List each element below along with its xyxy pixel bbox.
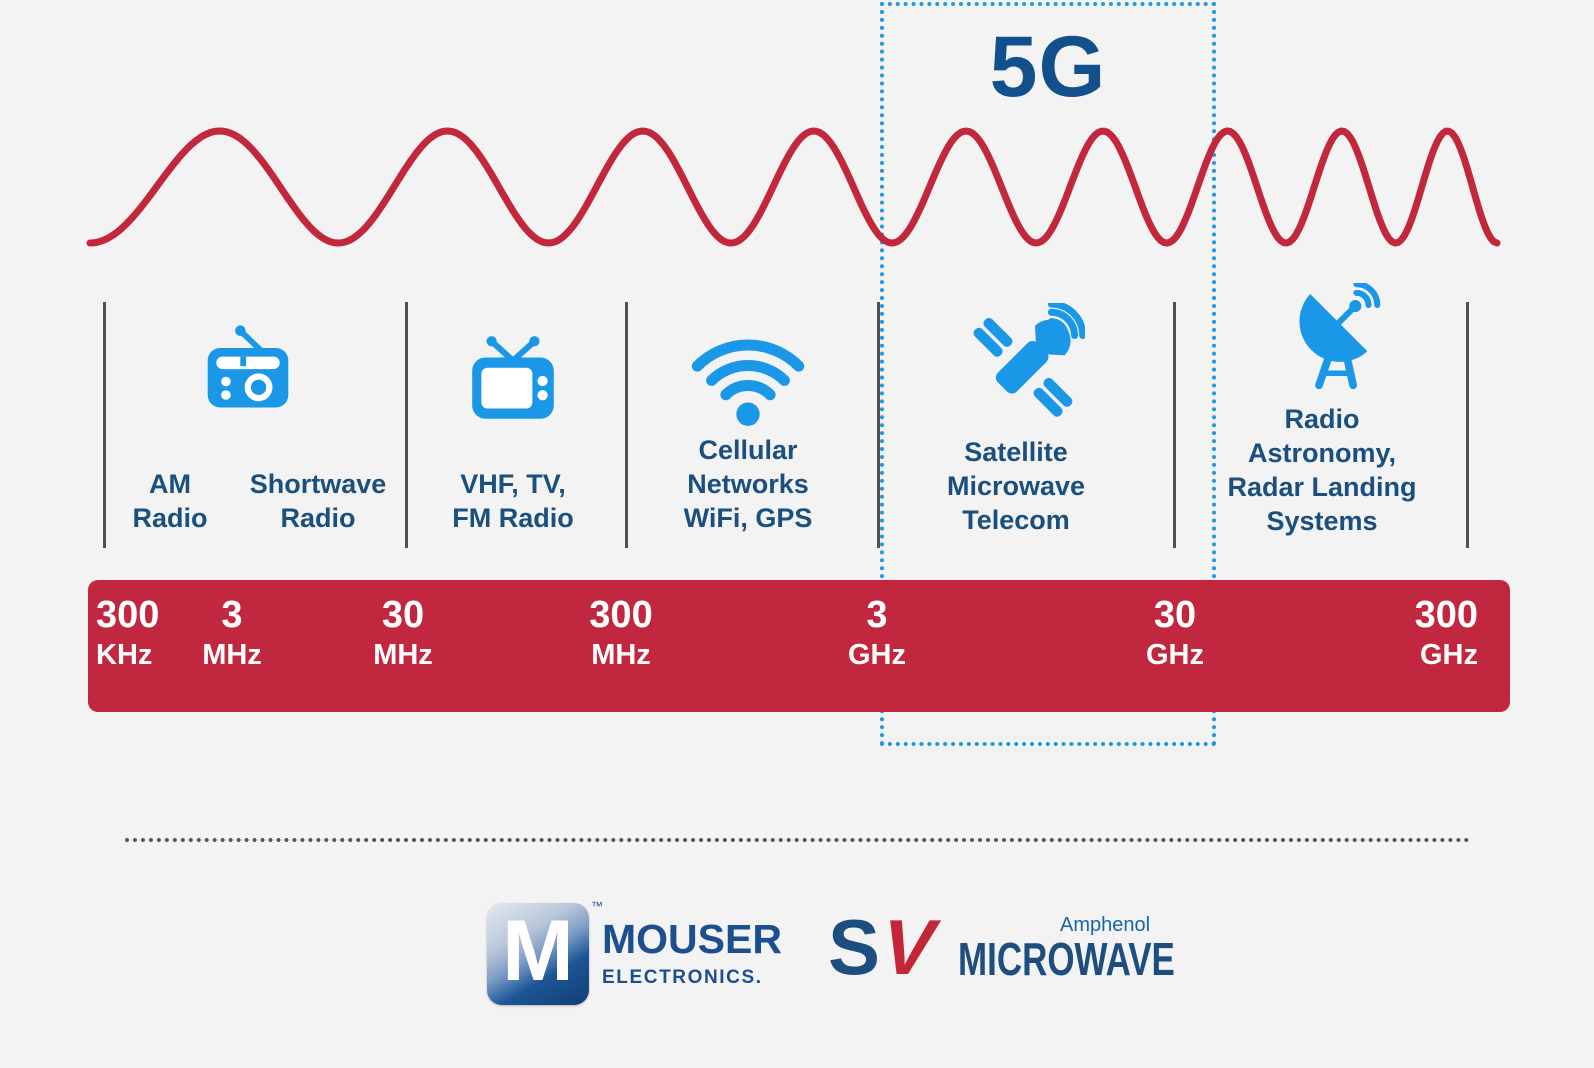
- scale-unit: MHz: [202, 639, 262, 671]
- label-line: Radio: [280, 503, 356, 533]
- frequency-wave: [86, 127, 1501, 247]
- scale-label-300mhz: 300 MHz: [589, 596, 652, 670]
- mouser-wordmark: MOUSER ELECTRONICS.: [602, 919, 782, 989]
- sv-logo-s: S: [828, 903, 881, 991]
- chirp-wave-path: [86, 127, 1501, 247]
- scale-value: 3: [221, 594, 243, 636]
- scale-label-300ghz: 300 GHz: [1415, 596, 1478, 670]
- 5g-highlight-box: [880, 2, 1216, 746]
- scale-value: 300: [1414, 594, 1478, 636]
- scale-label-30mhz: 30 MHz: [373, 596, 433, 670]
- sv-logo-v: V: [872, 903, 947, 991]
- trademark-symbol: ™: [591, 899, 603, 913]
- radio-telescope-icon: [1299, 283, 1381, 390]
- scale-unit: MHz: [591, 639, 651, 671]
- band-label-radio-astronomy: Radio Astronomy, Radar Landing Systems: [1227, 402, 1416, 538]
- footer-separator: [125, 838, 1470, 842]
- scale-unit: GHz: [848, 639, 906, 671]
- label-line: FM Radio: [452, 503, 574, 533]
- band-label-vhf-tv-fm: VHF, TV, FM Radio: [452, 467, 574, 535]
- scale-value: 30: [381, 594, 425, 636]
- mouser-m-mark: M ™: [487, 899, 603, 1005]
- mouser-monogram: M: [502, 903, 574, 999]
- label-line: Cellular: [698, 435, 798, 465]
- section-divider: [103, 302, 106, 548]
- frequency-scale-bar: [88, 580, 1510, 712]
- scale-value: 30: [1153, 594, 1197, 636]
- label-line: Radio: [1284, 404, 1360, 434]
- label-line: Satellite: [964, 437, 1068, 467]
- mouser-name: MOUSER: [602, 916, 782, 962]
- label-line: VHF, TV,: [460, 469, 566, 499]
- label-line: Microwave: [946, 471, 1086, 501]
- band-label-satellite: Satellite Microwave Telecom: [947, 435, 1085, 537]
- label-line: Radio: [132, 503, 208, 533]
- band-label-am-radio: AM Radio: [132, 467, 207, 535]
- tv-icon: [472, 336, 554, 419]
- amphenol-brand: Amphenol: [1060, 914, 1151, 936]
- wifi-icon: [691, 339, 805, 426]
- scale-value: 300: [96, 594, 160, 636]
- scale-value: 3: [866, 594, 888, 636]
- scale-label-300khz: 300 KHz: [96, 596, 159, 670]
- section-divider: [1173, 302, 1176, 548]
- scale-label-30ghz: 30 GHz: [1146, 596, 1204, 670]
- section-divider: [1466, 302, 1469, 548]
- sv-microwave-logo: S V Amphenol MICROWAVE: [828, 903, 1188, 998]
- label-line: AM: [148, 469, 191, 499]
- label-line: Telecom: [962, 505, 1070, 535]
- satellite-icon: [973, 303, 1085, 417]
- scale-unit: MHz: [373, 639, 433, 671]
- mouser-logo: M ™ MOUSER ELECTRONICS.: [487, 899, 782, 1005]
- radio-icon: [207, 325, 289, 408]
- section-divider: [877, 302, 880, 548]
- scale-unit: GHz: [1420, 639, 1478, 671]
- section-divider: [625, 302, 628, 548]
- mouser-tagline: ELECTRONICS.: [602, 967, 763, 988]
- label-line: Networks: [687, 469, 809, 499]
- scale-unit: KHz: [96, 639, 153, 671]
- scale-value: 300: [589, 594, 653, 636]
- scale-label-3ghz: 3 GHz: [848, 596, 906, 670]
- scale-label-3mhz: 3 MHz: [202, 596, 262, 670]
- 5g-label: 5G: [989, 19, 1107, 115]
- label-line: Systems: [1266, 506, 1378, 536]
- label-line: WiFi, GPS: [683, 503, 813, 533]
- label-line: Astronomy,: [1247, 438, 1397, 468]
- band-label-cellular: Cellular Networks WiFi, GPS: [684, 433, 813, 535]
- section-divider: [405, 302, 408, 548]
- label-line: Shortwave: [249, 469, 387, 499]
- band-label-shortwave-radio: Shortwave Radio: [250, 467, 387, 535]
- sv-microwave-name: MICROWAVE: [958, 933, 1175, 985]
- label-line: Radar Landing: [1227, 472, 1417, 502]
- scale-unit: GHz: [1146, 639, 1204, 671]
